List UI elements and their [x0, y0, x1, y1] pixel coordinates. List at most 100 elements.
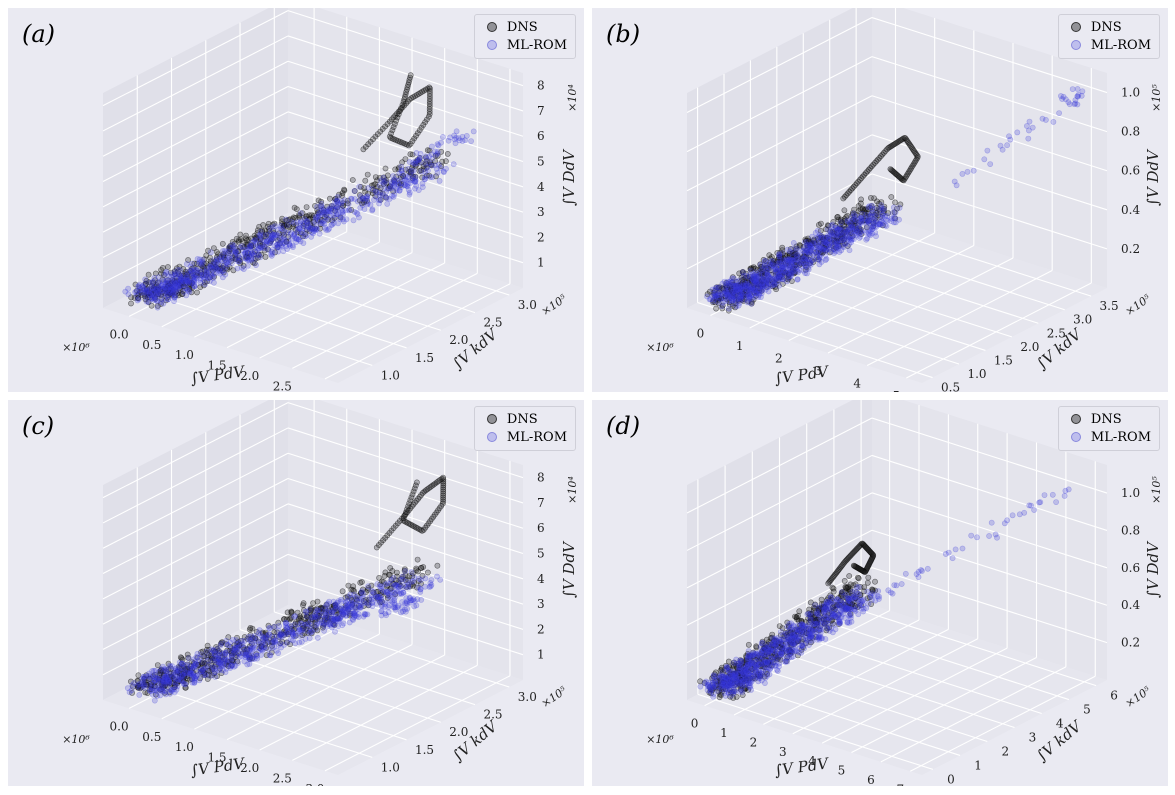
ml-rom-point [348, 196, 355, 202]
ml-rom-point [311, 226, 318, 233]
ml-rom-point [405, 584, 411, 591]
ml-rom-point [807, 260, 814, 267]
ml-rom-point [743, 272, 750, 279]
dns-point [725, 307, 732, 314]
ml-rom-point [838, 219, 844, 226]
x-grid-line [866, 270, 1053, 366]
ml-rom-point [742, 283, 749, 290]
dns-point [252, 236, 259, 242]
ml-rom-point [736, 285, 743, 291]
ml-rom-point [415, 187, 422, 193]
ml-rom-point [154, 292, 161, 299]
ml-rom-point [333, 203, 340, 210]
ml-rom-point [753, 275, 759, 281]
ml-rom-point [167, 282, 173, 289]
ml-rom-point [217, 268, 224, 275]
ml-rom-point [364, 600, 371, 607]
ml-rom-point [166, 273, 173, 280]
ml-rom-point [891, 219, 897, 226]
ml-rom-point [248, 243, 254, 250]
z-tick-label: 6 [537, 521, 545, 535]
ml-rom-point [218, 252, 225, 259]
dns-point [264, 246, 271, 253]
ml-rom-point [849, 223, 856, 229]
ml-rom-point [169, 281, 175, 288]
dns-point [215, 251, 221, 257]
y-grid-line [829, 234, 1065, 311]
ml-rom-point [268, 235, 275, 242]
ml-rom-point [337, 216, 343, 222]
ml-rom-point [332, 613, 339, 620]
ml-rom-point [828, 230, 835, 237]
dns-point [413, 479, 420, 486]
ml-rom-point [168, 287, 175, 293]
ml-rom-point [756, 292, 762, 298]
ml-rom-point [729, 293, 736, 300]
dns-point [733, 292, 740, 298]
ml-rom-point [763, 276, 769, 283]
ml-rom-point [759, 266, 765, 273]
ml-rom-point [298, 638, 305, 645]
ml-rom-point [846, 241, 852, 248]
dns-point [864, 579, 871, 586]
ml-rom-point [394, 177, 400, 184]
dns-point [409, 151, 416, 158]
ml-rom-point [863, 229, 869, 236]
ml-rom-point [395, 181, 402, 188]
z-grid-line [287, 452, 524, 529]
ml-rom-point [786, 255, 793, 262]
ml-rom-point [747, 267, 754, 274]
ml-rom-point [257, 231, 264, 238]
ml-rom-point [324, 227, 331, 233]
ml-rom-point [176, 272, 182, 278]
ml-rom-point [468, 138, 474, 144]
dns-point [194, 289, 200, 296]
ml-rom-point [736, 290, 743, 296]
ml-rom-point [820, 246, 827, 252]
z-grid-line [102, 553, 289, 650]
ml-rom-point [149, 289, 156, 296]
ml-rom-point [806, 256, 813, 263]
dns-point [413, 161, 420, 168]
ml-rom-point [179, 664, 186, 671]
dns-point [413, 567, 420, 573]
dns-point [145, 271, 152, 278]
z-tick-label: 4 [537, 572, 545, 586]
ml-rom-point [755, 284, 762, 291]
ml-rom-point [835, 243, 841, 250]
ml-rom-point [222, 264, 229, 271]
dns-point [372, 174, 379, 180]
ml-rom-point [177, 276, 184, 283]
x-grid-line [194, 633, 380, 730]
ml-rom-point [858, 215, 865, 222]
ml-rom-point [755, 288, 761, 295]
dns-point [192, 271, 199, 278]
ml-rom-point [158, 287, 165, 294]
ml-rom-point [286, 241, 293, 248]
ml-rom-point [374, 593, 380, 600]
dns-point [865, 574, 872, 581]
ml-rom-point [809, 251, 816, 257]
ml-rom-point [390, 173, 396, 179]
ml-rom-point [839, 237, 845, 244]
ml-rom-point [717, 288, 723, 295]
dns-point [444, 150, 451, 157]
ml-rom-point [298, 620, 305, 627]
ml-rom-point [355, 214, 362, 221]
ml-rom-point [765, 273, 772, 279]
ml-rom-point [183, 292, 190, 299]
ml-rom-point [878, 202, 885, 209]
dns-point [861, 206, 868, 213]
ml-rom-point [719, 280, 726, 287]
ml-rom-point [203, 273, 210, 280]
ml-rom-point [800, 255, 807, 262]
ml-rom-point [308, 233, 315, 240]
ml-rom-point [734, 278, 741, 285]
ml-rom-point [313, 226, 320, 232]
ml-rom-point [753, 280, 760, 287]
ml-rom-point [725, 287, 732, 294]
ml-rom-point [269, 246, 276, 253]
ml-rom-point [170, 287, 177, 294]
ml-rom-point [807, 243, 814, 250]
ml-rom-point [257, 244, 264, 251]
